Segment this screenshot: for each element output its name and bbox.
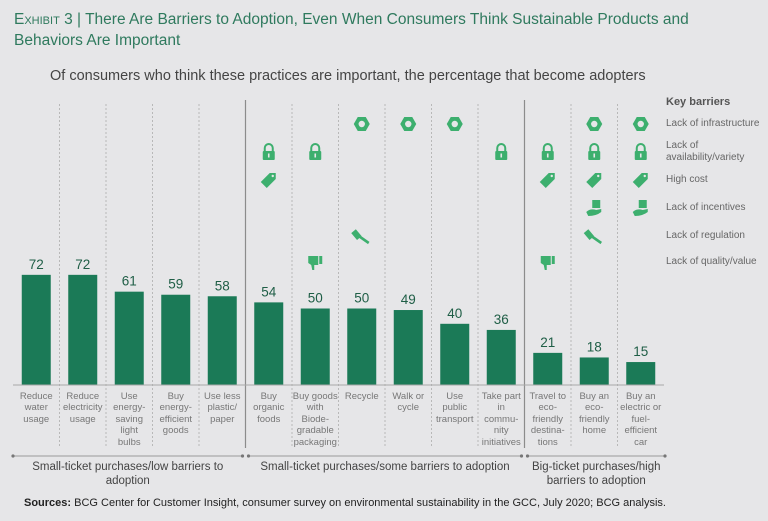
chart-subtitle: Of consumers who think these practices a… — [50, 68, 646, 84]
hand-box-icon — [586, 200, 602, 216]
lock-icon — [634, 143, 647, 160]
category-label: Buy goods with Biode-gradable packaging — [292, 391, 338, 448]
category-label: Walk or cycle — [392, 391, 425, 414]
group-label: Small-ticket purchases/some barriers to … — [260, 461, 510, 473]
group-label: Small-ticket purchases/low barriers to a… — [32, 461, 224, 487]
bar-1 — [68, 274, 98, 385]
category-label: Buy organic foods — [253, 391, 285, 425]
bar-value-label: 72 — [29, 257, 44, 272]
category-label: Reduce water usage — [19, 391, 53, 425]
category-label: Take part in commu-nity initiatives — [481, 391, 521, 448]
bar-value-label: 15 — [633, 344, 648, 359]
bar-4 — [207, 296, 237, 385]
lock-icon — [588, 143, 601, 160]
sources-note: Sources: BCG Center for Customer Insight… — [24, 497, 666, 509]
nut-icon — [353, 117, 370, 131]
bar-11 — [533, 352, 563, 385]
bar-6 — [300, 308, 330, 385]
bar-3 — [161, 294, 191, 385]
bracket-end — [519, 454, 524, 458]
nut-icon — [632, 117, 649, 131]
nut-icon — [586, 117, 603, 131]
price-tag-icon — [632, 173, 648, 188]
barrier-icons — [260, 117, 649, 270]
bracket-end — [240, 454, 245, 458]
thumbs-down-icon — [540, 256, 555, 270]
legend-title: Key barriers — [666, 96, 731, 108]
thumbs-down-icon — [308, 256, 323, 270]
bracket-end — [663, 454, 667, 458]
bracket-end — [11, 454, 15, 458]
bar-value-label: 58 — [215, 278, 230, 293]
sources-text: BCG Center for Customer Insight, consume… — [71, 497, 666, 509]
group-label: Big-ticket purchases/high barriers to ado… — [532, 461, 661, 487]
axis — [11, 384, 667, 458]
bar-13 — [626, 362, 656, 385]
category-label: Recycle — [344, 391, 379, 402]
category-label: Use energy-saving light bulbs — [113, 391, 146, 448]
bar-5 — [254, 302, 284, 385]
bar-value-label: 36 — [494, 312, 509, 327]
category-label: Use public transport — [436, 391, 474, 425]
sources-label: Sources: — [24, 497, 72, 509]
bar-value-label: 50 — [308, 291, 323, 306]
bar-value-label: 72 — [75, 257, 90, 272]
category-label: Use less plastic/paper — [204, 391, 241, 425]
category-label: Buy an eco-friendly home — [578, 391, 610, 437]
legend-item-availability: Lack of availability/variety — [666, 140, 745, 163]
bar-2 — [114, 291, 144, 385]
lock-icon — [541, 143, 554, 160]
bar-value-label: 18 — [587, 339, 602, 354]
bar-value-label: 54 — [261, 284, 277, 299]
price-tag-icon — [539, 173, 555, 188]
title-text: There Are Barriers to Adoption, Even Whe… — [14, 11, 689, 49]
nut-icon — [446, 117, 463, 131]
lock-icon — [309, 143, 322, 160]
bar-9 — [440, 323, 470, 385]
bar-8 — [393, 310, 423, 385]
legend-item-regulation: Lack of regulation — [666, 230, 745, 241]
legend-item-cost: High cost — [666, 174, 708, 185]
gavel-icon — [583, 229, 602, 245]
price-tag-icon — [586, 173, 602, 188]
bar-12 — [579, 357, 609, 385]
legend-item-quality: Lack of quality/value — [666, 256, 757, 267]
title-separator: | — [77, 11, 82, 28]
bar-value-label: 59 — [168, 277, 183, 292]
gavel-icon — [351, 229, 370, 245]
legend-item-infrastructure: Lack of infrastructure — [666, 118, 760, 129]
bar-0 — [21, 274, 51, 385]
bracket-end — [246, 454, 251, 458]
bar-value-label: 21 — [540, 335, 555, 350]
exhibit-number: Exhibit 3 — [14, 11, 73, 28]
bar-value-label: 40 — [447, 306, 462, 321]
category-label: Travel to eco-friendly destina-tions — [529, 391, 567, 448]
hand-box-icon — [632, 200, 648, 216]
legend-item-incentives: Lack of incentives — [666, 202, 746, 213]
lock-icon — [495, 143, 508, 160]
exhibit-title: Exhibit 3 | There Are Barriers to Adopti… — [14, 9, 714, 51]
category-label: Buy an electric or fuel-efficient car — [620, 391, 662, 448]
bar-10 — [486, 329, 516, 385]
column-dividers — [59, 100, 618, 448]
lock-icon — [262, 143, 275, 160]
bar-7 — [347, 308, 377, 385]
bracket-end — [525, 454, 530, 458]
category-label: Buy energy-efficient goods — [159, 391, 193, 437]
bars: 72 72 61 59 58 54 50 50 49 40 36 21 18 15 — [21, 257, 656, 385]
bar-value-label: 61 — [122, 274, 137, 289]
nut-icon — [400, 117, 417, 131]
bar-value-label: 50 — [354, 291, 369, 306]
category-label: Reduce electricity usage — [62, 391, 103, 425]
price-tag-icon — [260, 173, 276, 188]
bar-value-label: 49 — [401, 292, 416, 307]
